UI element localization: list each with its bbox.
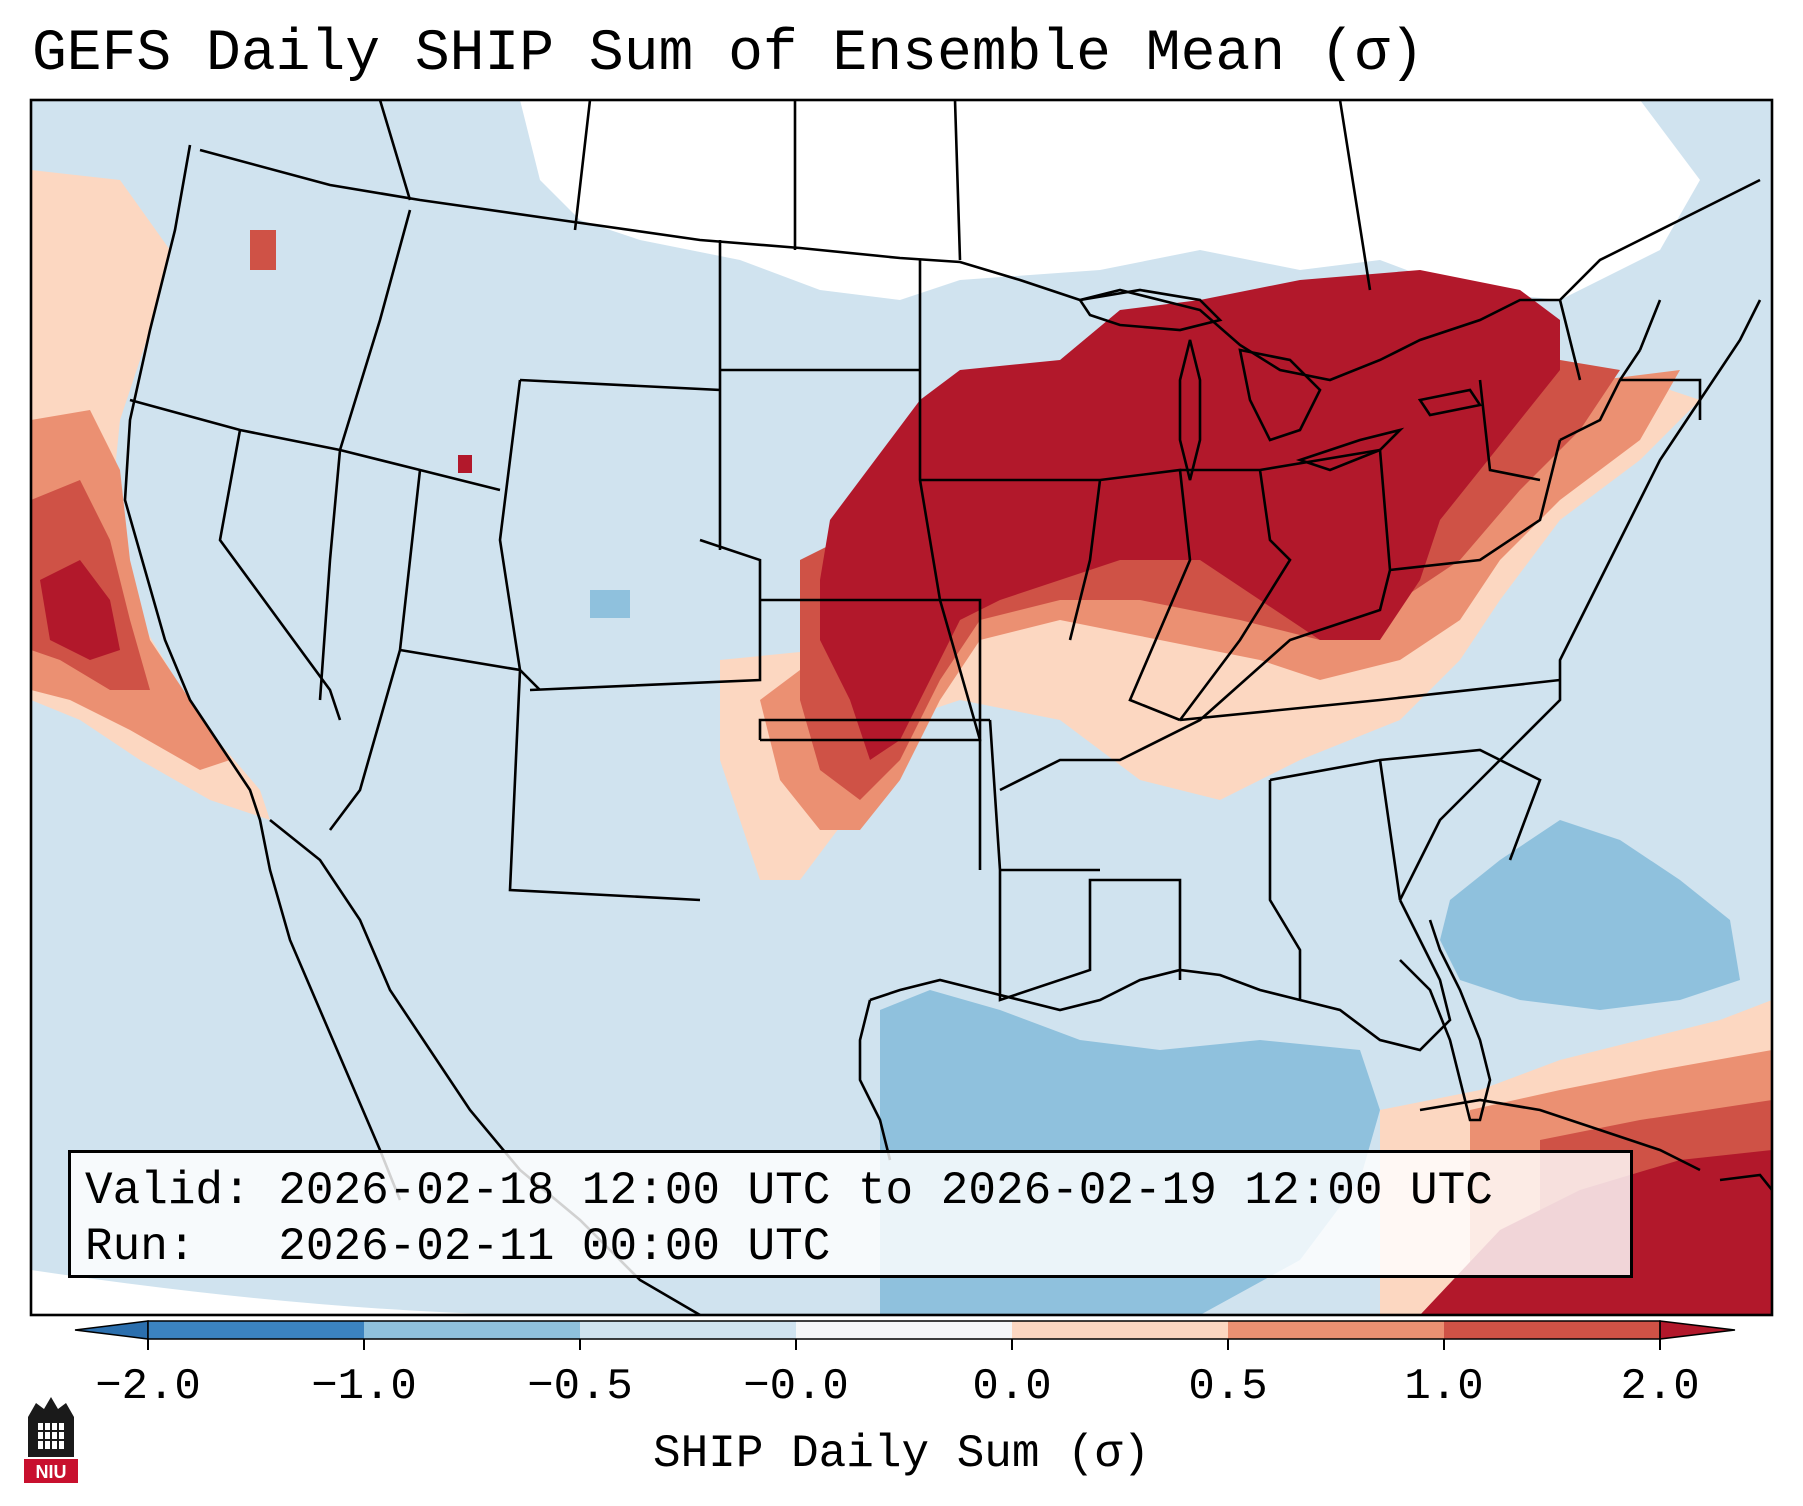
- colorbar-frame: [147, 1320, 1661, 1340]
- us-canada-border: [199, 148, 1761, 382]
- colorbar-label: SHIP Daily Sum (σ): [653, 1428, 1150, 1480]
- cuba: [1419, 1098, 1701, 1172]
- florida: [1399, 919, 1492, 1122]
- colorbar-extend-low: [74, 1320, 149, 1340]
- colorbar-tick-label: 2.0: [1620, 1362, 1700, 1412]
- state-lines-west: [129, 209, 982, 902]
- state-lines-east: [1179, 299, 1702, 1000]
- colorbar-tick-label: 0.5: [1188, 1362, 1268, 1412]
- colorbar-bin-1: [148, 1321, 364, 1339]
- colorbar-tick-marks: [147, 1339, 1661, 1350]
- valid-label: Valid:: [85, 1165, 251, 1217]
- colorado-negative-pixels: [590, 590, 630, 618]
- state-lines-central: [758, 260, 1392, 1002]
- boundaries: [123, 100, 1772, 1315]
- off-projection-corner: [31, 1270, 520, 1315]
- colorbar-tick-label: 1.0: [1404, 1362, 1484, 1412]
- valid-value: 2026-02-18 12:00 UTC to 2026-02-19 12:00…: [278, 1165, 1493, 1217]
- rockies-positive-pixel: [458, 455, 472, 473]
- colorbar-bin-6: [1228, 1321, 1444, 1339]
- map-frame: [29, 98, 1774, 1317]
- field-layer: [31, 100, 1772, 1315]
- valid-line: Valid: 2026-02-18 12:00 UTC to 2026-02-1…: [85, 1163, 1616, 1219]
- gulf-coast: [869, 899, 1452, 1052]
- central-max-positive: [820, 270, 1560, 760]
- lake-huron: [1238, 348, 1322, 442]
- colorbar-bin-4: [796, 1321, 1012, 1339]
- lake-michigan: [1178, 339, 1202, 481]
- niu-logo: NIU: [24, 1397, 78, 1483]
- colorbar-tick-label: −0.0: [743, 1362, 849, 1412]
- page-title: GEFS Daily SHIP Sum of Ensemble Mean (σ): [32, 22, 1425, 87]
- colorbar-tick-label: −1.0: [311, 1362, 417, 1412]
- pacific-max-positive: [40, 560, 120, 660]
- niu-logo-banner: [24, 1459, 78, 1483]
- lake-ontario: [1417, 388, 1483, 417]
- atlantic-negative: [1440, 820, 1740, 1010]
- colorbar-tick-label: −0.5: [527, 1362, 633, 1412]
- colorbar-tick-label: −2.0: [95, 1362, 201, 1412]
- colorbar-tick-labels: −2.0 −1.0 −0.5 −0.0 0.0 0.5 1.0 2.0: [0, 1362, 1803, 1422]
- hispaniola: [1719, 1173, 1772, 1191]
- colorbar-bin-3: [580, 1321, 796, 1339]
- pacific-nw-positive-pixels: [250, 230, 276, 270]
- colorbar-bin-2: [364, 1321, 580, 1339]
- lake-superior: [1077, 288, 1223, 332]
- niu-logo-text: NIU: [36, 1462, 67, 1482]
- colorbar-extend-high: [1659, 1320, 1736, 1340]
- west-coast: [123, 144, 402, 1201]
- lake-erie: [1295, 427, 1405, 472]
- colorbar: [74, 1320, 1736, 1350]
- valid-run-info-box: Valid: 2026-02-18 12:00 UTC to 2026-02-1…: [68, 1150, 1633, 1278]
- run-label: Run:: [85, 1221, 196, 1273]
- colorbar-bin-7: [1444, 1321, 1660, 1339]
- colorbar-bin-5: [1012, 1321, 1228, 1339]
- province-lines: [378, 100, 1372, 291]
- run-value: 2026-02-11 00:00 UTC: [278, 1221, 831, 1273]
- east-coast: [1398, 299, 1762, 901]
- run-line: Run: 2026-02-11 00:00 UTC: [85, 1219, 1616, 1275]
- texas-coast: [858, 999, 892, 1161]
- colorbar-tick-label: 0.0: [972, 1362, 1052, 1412]
